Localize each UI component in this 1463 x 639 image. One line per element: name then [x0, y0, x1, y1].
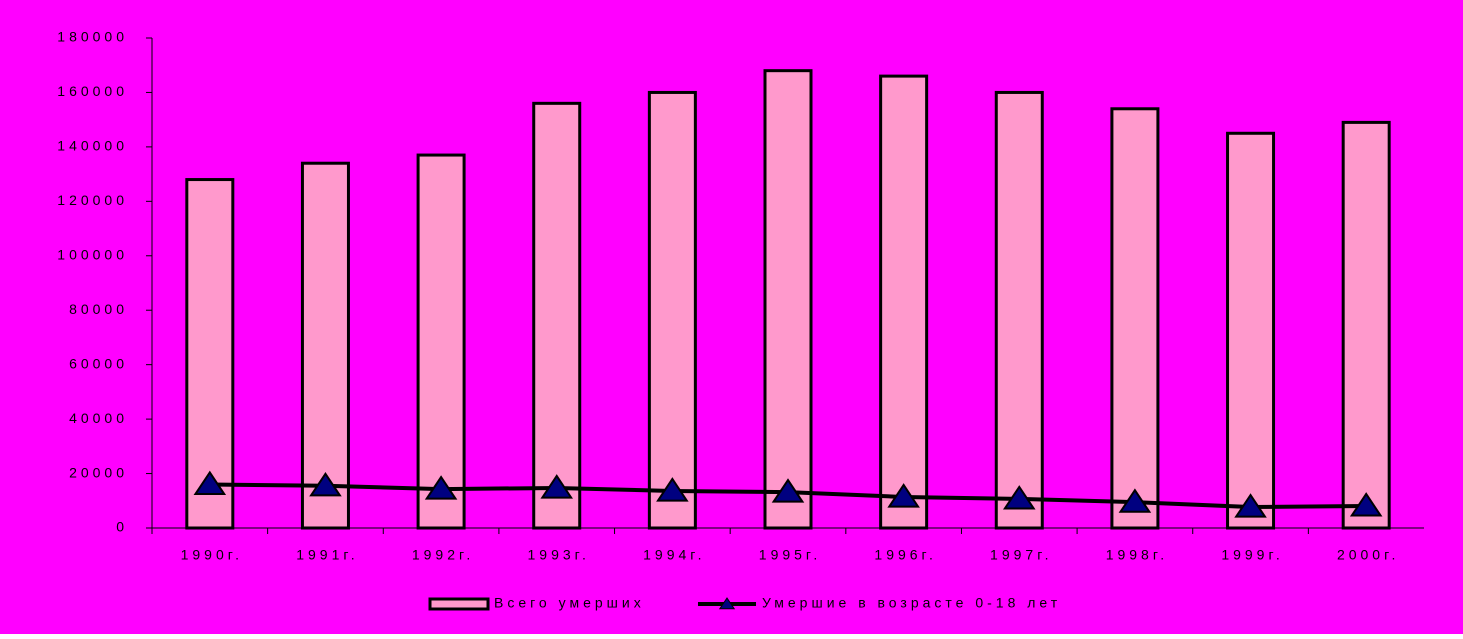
bar: [300, 161, 350, 530]
x-tick-label: 1999г.: [1221, 547, 1283, 563]
line-marker: [1118, 488, 1152, 513]
y-tick-label: 100000: [57, 246, 128, 262]
x-tick-label: 1994г.: [643, 547, 705, 563]
legend-marker: [718, 597, 736, 610]
x-tick-label: 1992г.: [412, 547, 474, 563]
bar: [532, 101, 582, 530]
x-tick-label: 1991г.: [296, 547, 358, 563]
line-marker: [1349, 492, 1383, 517]
y-tick-label: 140000: [57, 138, 128, 154]
y-tick-label: 40000: [69, 410, 128, 426]
y-tick-label: 80000: [69, 301, 128, 317]
bar: [1341, 120, 1391, 530]
line-marker: [1234, 493, 1267, 518]
legend-label: Умершие в возрасте 0-18 лет: [762, 595, 1061, 611]
line-marker: [193, 470, 227, 496]
line-marker: [309, 472, 342, 497]
x-tick-label: 1998г.: [1106, 547, 1168, 563]
bar: [879, 74, 929, 530]
y-tick-label: 120000: [57, 192, 128, 208]
bar: [763, 69, 813, 530]
line-marker: [424, 475, 458, 500]
x-tick-label: 1997г.: [990, 547, 1052, 563]
bar: [1226, 131, 1276, 530]
y-tick-label: 180000: [57, 29, 128, 45]
x-tick-label: 1995г.: [759, 547, 821, 563]
bar: [185, 178, 235, 530]
line-marker: [771, 478, 805, 503]
x-tick-label: 1996г.: [874, 547, 936, 563]
bar: [994, 90, 1044, 530]
y-tick-label: 0: [116, 519, 128, 535]
bar: [416, 153, 466, 530]
x-tick-label: 2000г.: [1337, 547, 1399, 563]
legend-label: Всего умерших: [494, 595, 645, 611]
x-tick-label: 1990г.: [181, 547, 243, 563]
legend-swatch: [428, 597, 490, 611]
line-marker: [1003, 485, 1036, 510]
line-marker: [656, 477, 689, 502]
y-tick-label: 160000: [57, 83, 128, 99]
y-tick-label: 60000: [69, 355, 128, 371]
line-marker: [887, 483, 920, 508]
bar: [1110, 107, 1160, 530]
line-marker: [540, 474, 573, 499]
y-tick-label: 20000: [69, 464, 128, 480]
x-tick-label: 1993г.: [528, 547, 590, 563]
bar: [647, 90, 697, 530]
